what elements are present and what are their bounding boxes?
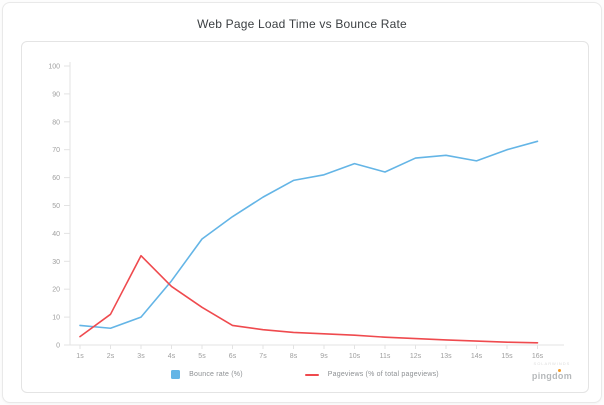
svg-text:7s: 7s <box>259 353 267 360</box>
logo-dot-icon <box>557 369 561 372</box>
svg-text:16s: 16s <box>532 353 544 360</box>
svg-text:40: 40 <box>52 231 60 238</box>
chart-panel: 0 10 20 30 40 50 60 70 80 90 100 1s 2s 3s 4s 5s 6s 7s 8s 9s… <box>21 41 589 393</box>
svg-text:100: 100 <box>48 64 60 71</box>
svg-text:30: 30 <box>52 259 60 266</box>
svg-text:12s: 12s <box>410 353 422 360</box>
svg-text:13s: 13s <box>440 353 452 360</box>
legend-label: Bounce rate (%) <box>189 371 243 378</box>
pingdom-wordmark: pingdom <box>531 369 572 381</box>
legend-item-bounce-rate: Bounce rate (%) <box>171 370 243 379</box>
chart-legend: Bounce rate (%) Pageviews (% of total pa… <box>22 370 588 379</box>
svg-text:9s: 9s <box>320 353 328 360</box>
svg-text:20: 20 <box>52 287 60 294</box>
svg-text:3s: 3s <box>137 353 145 360</box>
svg-text:50: 50 <box>52 203 60 210</box>
svg-text:10: 10 <box>52 315 60 322</box>
svg-text:5s: 5s <box>198 353 206 360</box>
svg-text:70: 70 <box>52 147 60 154</box>
svg-text:1s: 1s <box>76 353 84 360</box>
svg-text:90: 90 <box>52 91 60 98</box>
page-title: Web Page Load Time vs Bounce Rate <box>197 17 407 31</box>
svg-text:10s: 10s <box>349 353 361 360</box>
svg-text:8s: 8s <box>290 353 298 360</box>
svg-text:60: 60 <box>52 175 60 182</box>
pageviews-swatch-icon <box>304 373 319 376</box>
legend-item-pageviews: Pageviews (% of total pageviews) <box>304 371 439 378</box>
bounce-rate-swatch-icon <box>171 370 181 379</box>
line-chart: 0 10 20 30 40 50 60 70 80 90 100 1s 2s 3s 4s 5s 6s 7s 8s 9s… <box>48 62 564 360</box>
legend-label: Pageviews (% of total pageviews) <box>327 371 439 378</box>
svg-text:0: 0 <box>56 343 60 350</box>
pingdom-logo: SOLARWINDS pingdom <box>532 362 572 383</box>
svg-text:11s: 11s <box>380 353 391 360</box>
svg-text:2s: 2s <box>107 353 115 360</box>
svg-text:15s: 15s <box>501 353 513 360</box>
svg-text:14s: 14s <box>471 353 483 360</box>
svg-text:4s: 4s <box>168 353 176 360</box>
svg-text:6s: 6s <box>229 353 237 360</box>
solarwinds-wordmark: SOLARWINDS <box>533 361 571 366</box>
svg-text:80: 80 <box>52 119 60 126</box>
